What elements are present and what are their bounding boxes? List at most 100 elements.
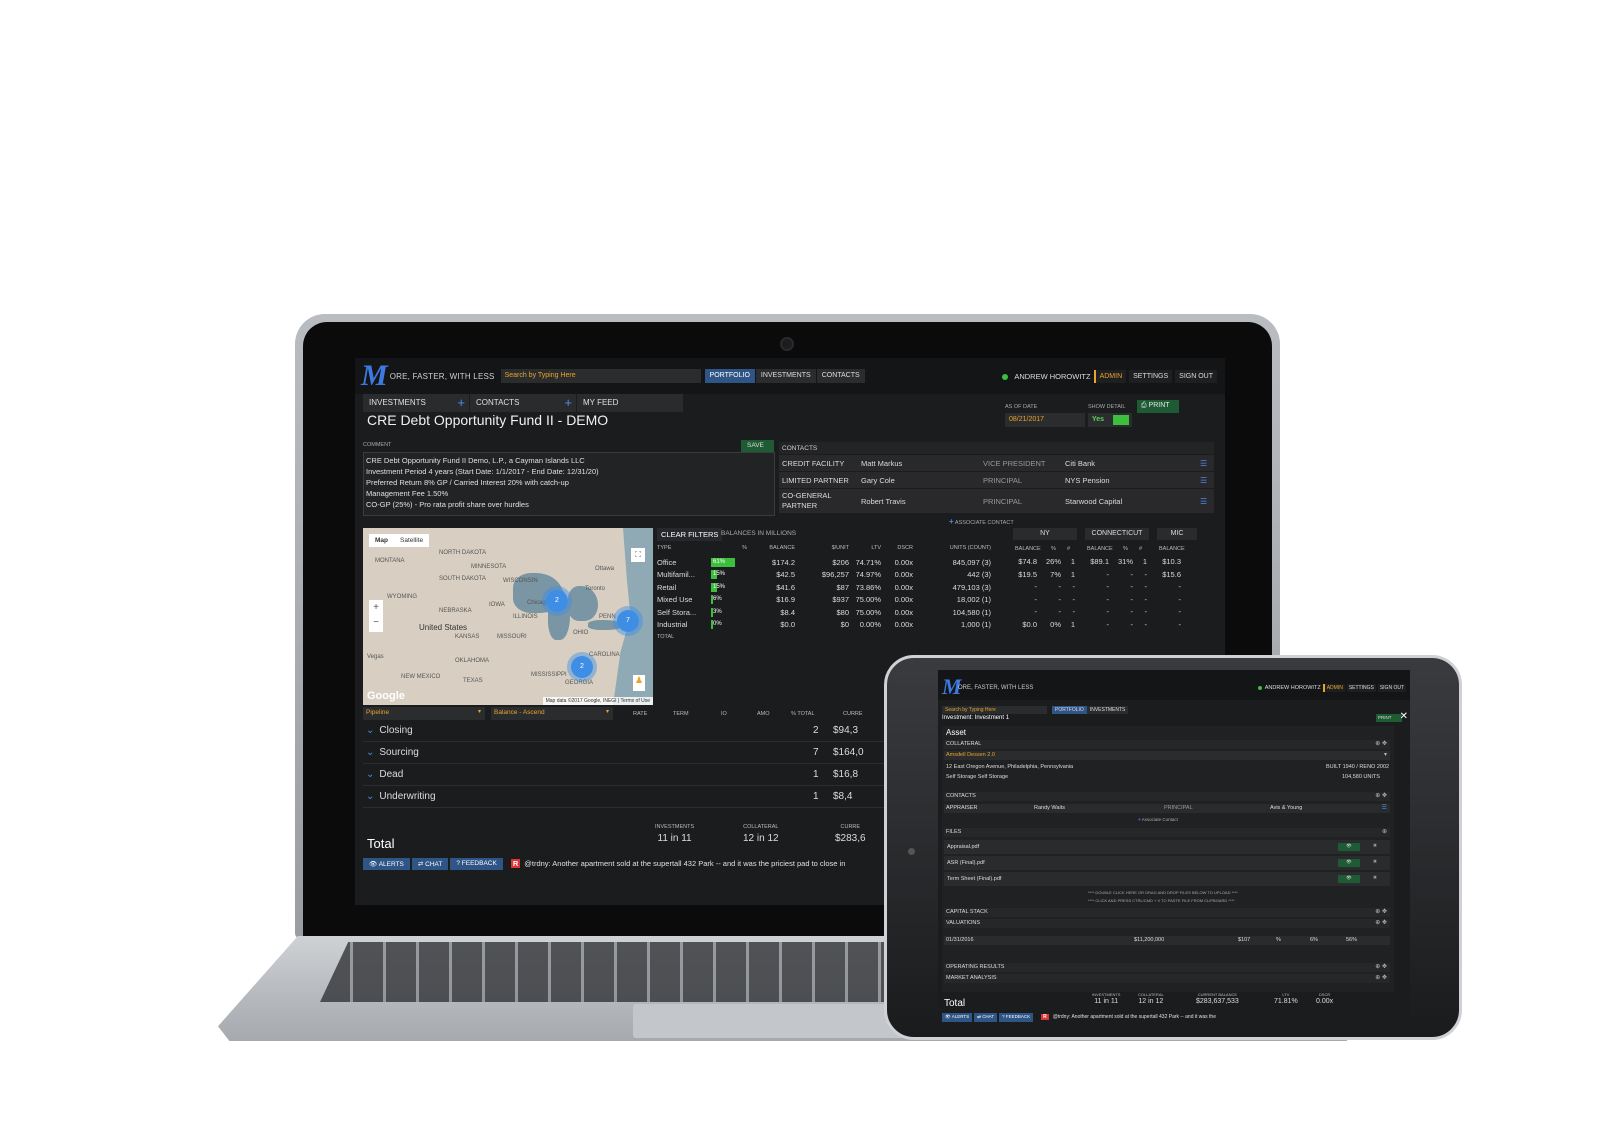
nav-investments[interactable]: INVESTMENTS	[1086, 706, 1129, 714]
news-ticker[interactable]: R @trdny: Another apartment sold at the s…	[510, 858, 845, 870]
contact-row[interactable]: CREDIT FACILITY Matt Markus VICE PRESIDE…	[779, 455, 1214, 471]
comment-textarea[interactable]: CRE Debt Opportunity Fund II Demo, L.P.,…	[363, 452, 775, 516]
files-section[interactable]: FILES ⊕	[944, 828, 1390, 837]
contact-menu-icon[interactable]: ☰	[1200, 475, 1208, 485]
admin-button[interactable]: ADMIN	[1093, 370, 1127, 383]
contact-menu-icon[interactable]: ☰	[1200, 496, 1208, 506]
upload-hint[interactable]: **** DOUBLE CLICK HERE OR DRAG AND DROP …	[1088, 890, 1238, 895]
street-view-icon[interactable]: ♟	[633, 675, 645, 691]
collateral-section[interactable]: COLLATERAL ⊕ ✥	[944, 740, 1390, 749]
operating-results-section[interactable]: OPERATING RESULTS ⊕ ✥	[944, 963, 1390, 972]
column-header[interactable]: % TOTAL	[791, 711, 815, 717]
add-icon[interactable]: ⊕ ✥	[1375, 793, 1387, 799]
add-contact-icon[interactable]: +	[564, 395, 572, 410]
associate-contact-button[interactable]: + Associate Contact	[1138, 817, 1178, 822]
chevron-down-icon[interactable]: ⌄	[366, 747, 375, 758]
valuation-row[interactable]: 01/31/2016 $11,200,000 $107 % 6% 56%	[944, 936, 1390, 945]
state-column-header[interactable]: NY	[1013, 528, 1077, 540]
feedback-button[interactable]: ? FEEDBACK	[450, 858, 503, 870]
column-header[interactable]: TYPE	[657, 545, 672, 551]
contact-menu-icon[interactable]: ☰	[1381, 805, 1387, 811]
close-icon[interactable]: ✕	[1399, 711, 1408, 722]
tab-investments[interactable]: INVESTMENTS +	[363, 394, 469, 412]
add-icon[interactable]: ⊕ ✥	[1375, 741, 1387, 747]
save-button[interactable]: SAVE	[741, 440, 774, 452]
column-header[interactable]: RATE	[633, 711, 648, 717]
balance-row[interactable]: Self Stora... 3% $8.4 $80 75.00% 0.00x 104,580…	[657, 606, 991, 618]
add-icon[interactable]: ⊕ ✥	[1375, 909, 1387, 915]
capital-stack-section[interactable]: CAPITAL STACK ⊕ ✥	[944, 908, 1390, 917]
fullscreen-icon[interactable]: ⛶	[631, 548, 645, 562]
map-cluster-marker[interactable]: 2	[571, 656, 593, 678]
admin-button[interactable]: ADMIN	[1322, 684, 1345, 692]
map-attribution[interactable]: Map data ©2017 Google, INEGI | Terms of …	[542, 697, 653, 705]
chat-button[interactable]: ⇄ CHAT	[974, 1013, 998, 1022]
column-header[interactable]: UNITS (COUNT)	[949, 545, 991, 551]
search-input[interactable]: Search by Typing Here	[942, 706, 1047, 714]
add-icon[interactable]: ⊕ ✥	[1375, 920, 1387, 926]
nav-contacts[interactable]: CONTACTS	[816, 369, 865, 383]
chevron-down-icon[interactable]: ⌄	[366, 769, 375, 780]
zoom-out-icon[interactable]: −	[373, 617, 379, 628]
nav-portfolio[interactable]: PORTFOLIO	[1052, 706, 1087, 714]
valuations-section[interactable]: VALUATIONS ⊕ ✥	[944, 919, 1390, 928]
market-analysis-section[interactable]: MARKET ANALYSIS ⊕ ✥	[944, 974, 1390, 983]
map[interactable]: Map Satellite ⛶ + − NORTH DAKOTA MINNESOT…	[363, 528, 653, 705]
pipeline-row[interactable]: ⌄ Underwriting 1 $8,4	[363, 786, 1215, 808]
zoom-control[interactable]: + −	[369, 600, 383, 632]
file-row[interactable]: Term Sheet (Final).pdf 👁 ✖	[944, 872, 1390, 886]
print-button[interactable]: PRINT	[1376, 714, 1402, 722]
column-header[interactable]: BALANCE	[769, 545, 795, 551]
balance-row[interactable]: Mixed Use 6% $16.9 $937 75.00% 0.00x 18,002 (1…	[657, 594, 991, 606]
as-of-date-input[interactable]: 08/21/2017	[1005, 413, 1085, 427]
tab-my-feed[interactable]: MY FEED	[577, 394, 683, 412]
column-header[interactable]: AMO	[757, 711, 770, 717]
add-icon[interactable]: ⊕	[1381, 829, 1387, 835]
state-column-header[interactable]: MIC	[1157, 528, 1197, 540]
map-tab-map[interactable]: Map	[375, 537, 388, 544]
chevron-down-icon[interactable]: ⌄	[366, 791, 375, 802]
print-button[interactable]: ⎙ PRINT	[1137, 400, 1179, 413]
pipeline-group-select[interactable]: Pipeline ▾	[363, 707, 485, 720]
add-icon[interactable]: ⊕ ✥	[1375, 964, 1387, 970]
contact-menu-icon[interactable]: ☰	[1200, 458, 1208, 468]
column-header[interactable]: IO	[721, 711, 727, 717]
map-tab-satellite[interactable]: Satellite	[400, 537, 424, 544]
balance-row[interactable]: Retail 15% $41.6 $87 73.86% 0.00x 479,103 (3)	[657, 581, 991, 593]
show-detail-toggle[interactable]: Yes	[1088, 413, 1132, 427]
column-header[interactable]: $/UNIT	[831, 545, 849, 551]
column-header[interactable]: CURRE	[843, 711, 863, 717]
nav-portfolio[interactable]: PORTFOLIO	[704, 369, 755, 383]
app-logo[interactable]: M	[361, 359, 388, 392]
file-row[interactable]: Appraisal.pdf 👁 ✖	[944, 840, 1390, 854]
associate-contact-button[interactable]: + ASSOCIATE CONTACT	[949, 517, 1214, 526]
contact-row[interactable]: APPRAISER Randy Waits PRINCIPAL Avis & Y…	[944, 804, 1390, 813]
view-file-icon[interactable]: 👁	[1338, 843, 1360, 851]
sign-out-button[interactable]: SIGN OUT	[1377, 684, 1406, 692]
settings-button[interactable]: SETTINGS	[1346, 684, 1376, 692]
chevron-down-icon[interactable]: ⌄	[366, 725, 375, 736]
column-header[interactable]: LTV	[871, 545, 881, 551]
balance-row[interactable]: Industrial 0% $0.0 $0 0.00% 0.00x 1,000 (1)	[657, 619, 991, 631]
pipeline-row[interactable]: ⌄ Closing 2 $94,3	[363, 720, 1215, 742]
state-column-header[interactable]: CONNECTICUT	[1085, 528, 1149, 540]
column-header[interactable]: %	[742, 545, 747, 551]
contact-row[interactable]: CO-GENERAL PARTNER Robert Travis PRINCIP…	[779, 489, 1214, 513]
file-row[interactable]: ASR (Final).pdf 👁 ✖	[944, 856, 1390, 870]
chat-button[interactable]: ⇄ CHAT	[411, 858, 449, 870]
pipeline-row[interactable]: ⌄ Sourcing 7 $164,0	[363, 742, 1215, 764]
add-investment-icon[interactable]: +	[457, 395, 465, 410]
clear-filters-button[interactable]: CLEAR FILTERS	[657, 528, 723, 541]
sign-out-button[interactable]: SIGN OUT	[1175, 370, 1217, 383]
view-file-icon[interactable]: 👁	[1338, 875, 1360, 883]
news-ticker[interactable]: R @trdny: Another apartment sold at the s…	[1041, 1013, 1216, 1022]
paste-hint[interactable]: **** CLICK AND PRESS CTRL/CMD + V TO PAS…	[1088, 898, 1235, 903]
delete-file-icon[interactable]: ✖	[1364, 859, 1386, 867]
balance-row[interactable]: Office 61% $174.2 $206 74.71% 0.00x 845,097 (3…	[657, 556, 991, 568]
contacts-section[interactable]: CONTACTS ⊕ ✥	[944, 792, 1390, 801]
pipeline-row[interactable]: ⌄ Dead 1 $16,8	[363, 764, 1215, 786]
alerts-button[interactable]: 👁 ALERTS	[942, 1013, 973, 1022]
collateral-select[interactable]: Amsdell Dessen 2.0 ▾	[944, 751, 1390, 760]
app-logo[interactable]: M	[942, 674, 962, 699]
balance-row[interactable]: Multifamil... 15% $42.5 $96,257 74.97% 0.00x 4…	[657, 569, 991, 581]
